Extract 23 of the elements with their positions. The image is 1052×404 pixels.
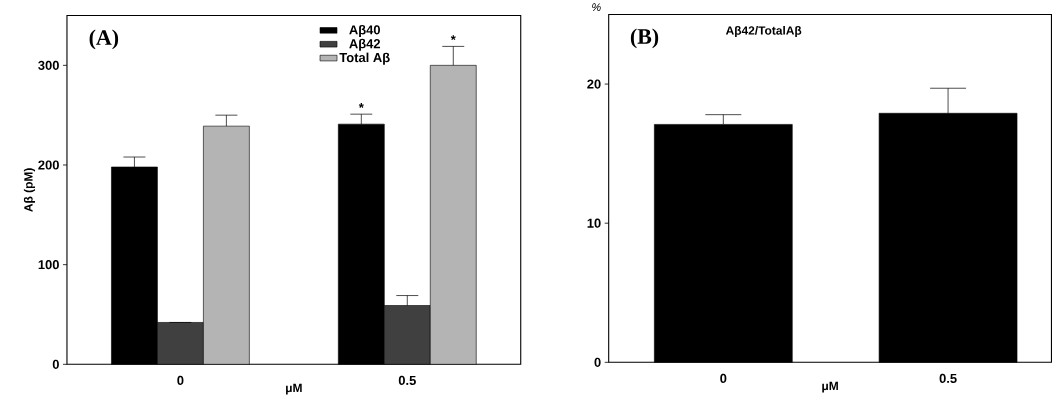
x-tick-label: 0.5 xyxy=(398,375,416,385)
y-axis-title: % xyxy=(592,3,601,11)
legend-label: Aβ40 xyxy=(349,24,380,37)
y-tick-label: 0 xyxy=(52,359,59,369)
x-tick-label: 0 xyxy=(177,375,184,385)
y-tick-label: 100 xyxy=(38,259,59,270)
annotation: (B) xyxy=(630,28,659,49)
y-tick-label: 0 xyxy=(594,357,601,367)
y-axis-title: Aβ (pM) xyxy=(23,168,36,212)
legend-label: Aβ42 xyxy=(349,38,381,51)
data-label: * xyxy=(450,35,456,40)
annotation: (A) xyxy=(89,29,119,50)
y-tick-label: 20 xyxy=(587,79,601,89)
data-label: * xyxy=(358,102,364,108)
x-axis-title: μM xyxy=(822,381,838,393)
x-tick-label: 0 xyxy=(720,373,727,383)
x-tick-label: 0.5 xyxy=(939,373,957,383)
y-tick-label: 10 xyxy=(587,218,601,228)
x-axis-title: μM xyxy=(286,383,302,395)
y-tick-label: 200 xyxy=(38,160,59,170)
legend-label: Total Aβ xyxy=(339,52,390,65)
text: Aβ42/TotalAβ xyxy=(725,25,802,37)
y-tick-label: 300 xyxy=(38,60,59,70)
